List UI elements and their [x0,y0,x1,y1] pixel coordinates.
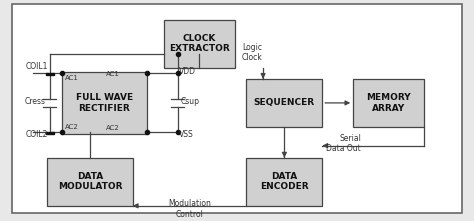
Text: AC1: AC1 [65,75,79,81]
Text: DATA
ENCODER: DATA ENCODER [260,172,309,191]
Text: FULL WAVE
RECTIFIER: FULL WAVE RECTIFIER [76,93,133,113]
Text: DATA
MODULATOR: DATA MODULATOR [58,172,122,191]
Text: COIL1: COIL1 [26,62,48,71]
Bar [46,132,54,134]
Text: AC2: AC2 [65,124,79,130]
Bar [246,79,322,127]
Text: Csup: Csup [181,97,200,106]
Text: CLOCK
EXTRACTOR: CLOCK EXTRACTOR [169,34,229,53]
Bar [46,73,54,75]
Text: SEQUENCER: SEQUENCER [254,98,315,107]
Text: Modulation
Control: Modulation Control [168,199,211,219]
Text: AC2: AC2 [106,125,120,131]
Text: AC1: AC1 [106,71,120,77]
Text: COIL2: COIL2 [26,130,48,139]
Bar [164,20,235,68]
Bar [62,72,147,133]
Bar [353,79,424,127]
Bar [47,158,133,206]
Text: MEMORY
ARRAY: MEMORY ARRAY [366,93,411,113]
Text: Logic
Clock: Logic Clock [242,43,263,62]
Text: VSS: VSS [179,130,194,139]
Text: Cress: Cress [25,97,46,106]
Bar [246,158,322,206]
Text: VDD: VDD [179,67,196,76]
Text: Serial
Data Out: Serial Data Out [327,134,361,153]
